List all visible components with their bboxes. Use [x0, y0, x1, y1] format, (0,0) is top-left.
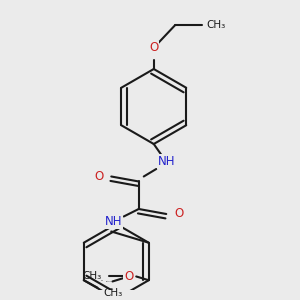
Text: CH₃: CH₃ — [82, 272, 101, 281]
Text: CH₃: CH₃ — [104, 288, 123, 298]
Text: O: O — [124, 270, 134, 283]
Text: OCH₃: OCH₃ — [101, 280, 105, 281]
Text: O: O — [149, 41, 158, 54]
Text: NH: NH — [105, 215, 122, 228]
Text: CH₃: CH₃ — [206, 20, 226, 30]
Text: O: O — [124, 270, 134, 283]
Text: NH: NH — [158, 155, 175, 168]
Text: methoxy: methoxy — [106, 281, 112, 282]
Text: O: O — [174, 208, 183, 220]
Text: O: O — [94, 170, 104, 183]
